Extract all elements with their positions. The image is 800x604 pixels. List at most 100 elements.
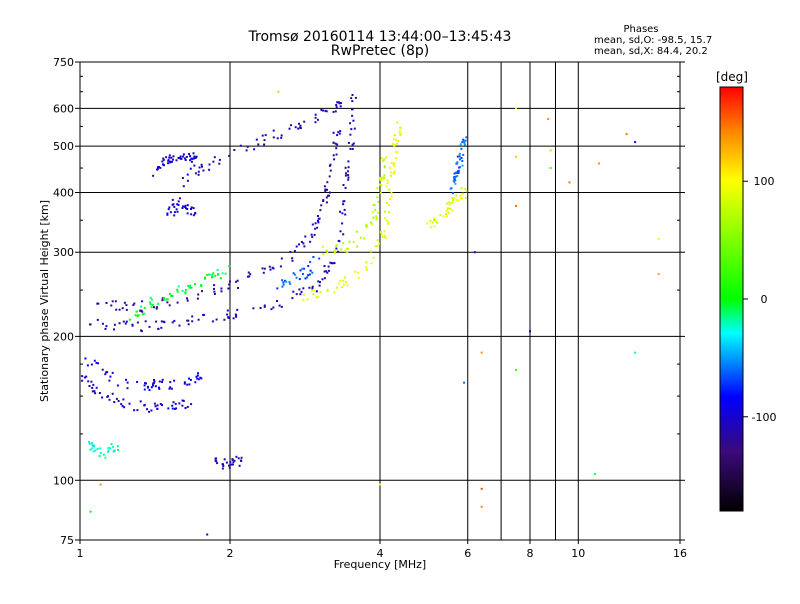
data-point — [91, 444, 94, 447]
data-point — [186, 204, 189, 207]
x-tick-label: 6 — [464, 547, 471, 560]
y-tick-label: 500 — [53, 140, 74, 153]
data-point — [212, 160, 215, 163]
data-point — [657, 273, 660, 276]
data-point — [200, 377, 203, 380]
data-point — [255, 138, 258, 141]
data-point — [365, 261, 368, 264]
data-point — [299, 127, 302, 130]
data-point — [294, 273, 296, 276]
data-point — [262, 271, 265, 274]
data-point — [192, 214, 195, 217]
data-point — [462, 138, 465, 141]
data-point — [392, 138, 395, 141]
stats-heading: Phases — [623, 24, 658, 35]
data-point — [339, 210, 341, 213]
data-point — [333, 251, 336, 254]
data-point — [456, 161, 459, 164]
data-point — [323, 265, 326, 267]
data-point — [347, 141, 350, 144]
data-point — [334, 110, 337, 113]
data-point — [141, 313, 144, 316]
data-point — [326, 251, 329, 253]
data-point — [190, 157, 193, 160]
data-point — [456, 155, 459, 158]
data-point — [215, 318, 218, 321]
data-point — [297, 127, 300, 130]
data-point — [354, 96, 357, 99]
grid-lines — [80, 62, 680, 540]
data-point — [351, 114, 354, 117]
data-point — [345, 172, 347, 175]
data-point — [350, 128, 353, 131]
data-point — [341, 286, 343, 288]
data-point — [128, 318, 131, 321]
data-point — [171, 407, 174, 410]
data-point — [192, 157, 195, 160]
stats-o-mode: mean, sd,O: -98.5, 15.7 — [594, 35, 712, 46]
data-point — [338, 240, 341, 243]
data-point — [293, 250, 296, 252]
data-point — [176, 203, 179, 206]
data-point — [383, 174, 386, 177]
data-point — [143, 404, 146, 407]
data-point — [175, 407, 178, 410]
data-point — [464, 139, 467, 142]
data-point — [143, 388, 146, 391]
data-point — [380, 157, 383, 160]
data-point — [179, 155, 182, 158]
data-point — [140, 305, 143, 308]
data-point — [229, 280, 231, 283]
data-point — [181, 404, 184, 407]
data-point — [194, 156, 197, 159]
data-point — [213, 156, 216, 159]
data-point — [352, 119, 355, 122]
data-point — [337, 131, 340, 134]
data-point — [171, 203, 174, 206]
data-point — [111, 371, 114, 374]
data-point — [317, 280, 320, 283]
data-point — [190, 160, 193, 163]
data-point — [173, 379, 176, 382]
data-point — [386, 179, 389, 182]
data-point — [342, 283, 345, 286]
data-point — [339, 279, 342, 282]
data-point — [314, 227, 317, 230]
data-point — [146, 385, 149, 388]
data-point — [161, 378, 164, 381]
data-point — [327, 269, 330, 272]
x-tick-label: 4 — [377, 547, 384, 560]
data-point — [322, 200, 325, 202]
y-tick-label: 750 — [53, 56, 74, 69]
data-point — [89, 510, 92, 513]
data-point — [97, 362, 99, 365]
data-point — [171, 294, 174, 297]
data-point — [141, 310, 144, 313]
data-point — [458, 158, 461, 161]
x-tick-label: 8 — [527, 547, 534, 560]
data-point — [455, 162, 458, 165]
data-point — [117, 448, 120, 451]
data-point — [150, 298, 153, 301]
data-point — [318, 257, 321, 260]
data-point — [515, 155, 517, 158]
data-point — [291, 297, 294, 300]
data-point — [150, 386, 153, 389]
data-point — [593, 473, 596, 476]
data-point — [326, 188, 328, 191]
data-point — [634, 141, 637, 144]
data-point — [93, 445, 96, 448]
data-point — [196, 374, 199, 377]
data-point — [168, 304, 171, 307]
data-point — [154, 385, 157, 388]
data-point — [327, 265, 330, 268]
data-point — [230, 463, 233, 466]
data-point — [288, 127, 291, 130]
data-point — [176, 288, 179, 291]
data-point — [196, 297, 199, 300]
data-point — [379, 483, 381, 486]
data-point — [329, 261, 332, 264]
data-point — [289, 250, 292, 253]
data-point — [326, 288, 329, 291]
data-point — [375, 218, 378, 221]
